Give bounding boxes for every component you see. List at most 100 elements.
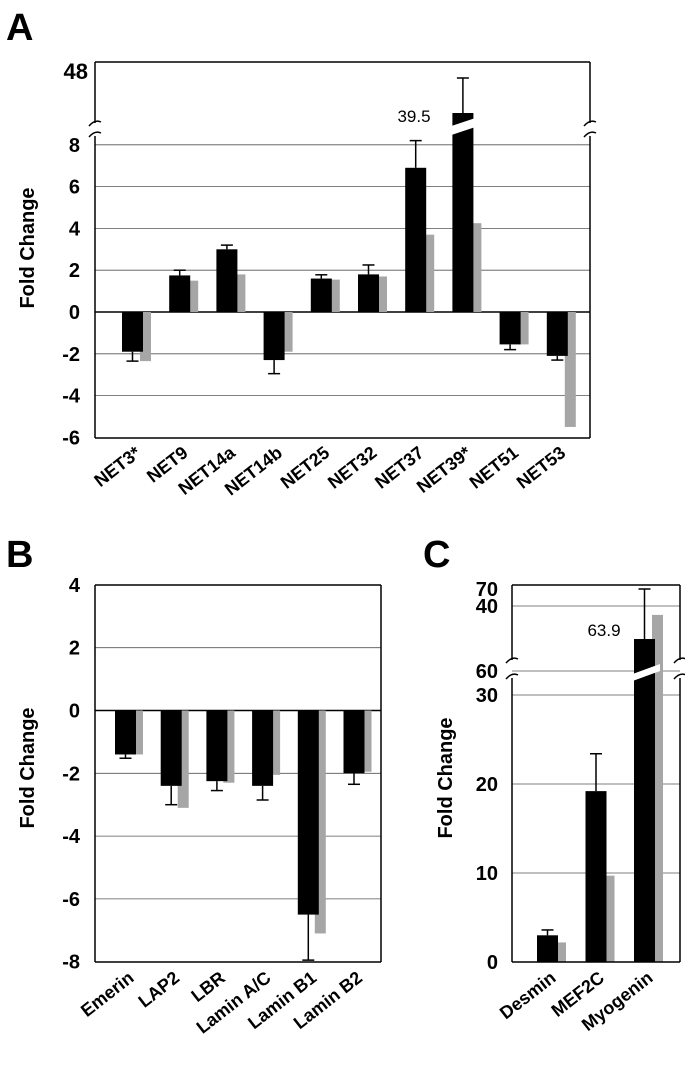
- bar-black: [206, 710, 228, 782]
- panel-a-ylabel: Fold Change: [17, 187, 39, 308]
- bar-gray: [177, 710, 189, 808]
- bar-black: [115, 710, 136, 755]
- ytick-label: 4: [69, 575, 81, 597]
- panel-a-annotation: 39.5: [397, 107, 430, 126]
- bar-gray: [314, 710, 326, 934]
- ytick-label: 40: [476, 596, 498, 618]
- ytick-label: 20: [476, 774, 498, 796]
- bar-gray: [328, 279, 340, 312]
- bar-gray: [517, 312, 529, 345]
- bar-gray: [360, 710, 372, 772]
- category-label: Emerin: [77, 967, 137, 1020]
- bar-gray: [555, 942, 566, 962]
- axis-break-mark-right-top: [583, 120, 597, 127]
- bar-black: [252, 710, 274, 786]
- category-label: LAP2: [135, 967, 184, 1011]
- panel-b-ylabel: Fold Change: [17, 707, 39, 828]
- ytick-label: 2: [69, 638, 80, 660]
- panel-c-annotation: 63.9: [587, 621, 620, 640]
- panel-b-letter: B: [6, 534, 33, 576]
- ytick-label: 8: [69, 135, 80, 157]
- panel-a-letter: A: [6, 7, 33, 49]
- ytick-label: -6: [62, 427, 80, 449]
- ytick-label: 0: [69, 302, 80, 324]
- panel-b-bars: [115, 710, 372, 961]
- ytick-label: -2: [62, 344, 80, 366]
- axis-break-mark-right-bottom: [583, 131, 597, 138]
- bar-gray: [140, 312, 151, 362]
- axis-break-mark-left-bottom: [505, 673, 519, 680]
- bar-black: [122, 312, 143, 352]
- panel-a-frame: [88, 61, 597, 439]
- bar-black: [297, 710, 319, 915]
- bar-gray: [564, 312, 576, 427]
- ytick-label: -4: [62, 386, 81, 408]
- axis-break-mark-right-top: [673, 657, 685, 664]
- bar-black: [546, 312, 568, 356]
- bar-black: [452, 113, 474, 312]
- bar-black: [169, 275, 191, 312]
- ytick-label: 2: [69, 260, 80, 282]
- category-label: NET25: [277, 442, 333, 492]
- bar-gray: [269, 710, 281, 775]
- ytick-label: -6: [62, 889, 80, 911]
- axis-break-mark-left-bottom: [88, 131, 102, 138]
- category-label: Desmin: [496, 967, 560, 1023]
- panel-a-ytick-labels: 8 6 4 2 0 -2 -4 -6 48: [62, 59, 88, 449]
- panel-c-ytick-labels: 70 60 40 30 20 10 0: [476, 579, 498, 974]
- ytick-label: 10: [476, 863, 498, 885]
- panel-b-ytick-labels: 4 2 0 -2 -4 -6 -8: [62, 575, 81, 974]
- bar-gray: [603, 875, 615, 962]
- bar-black: [358, 274, 379, 312]
- bar-gray: [281, 312, 293, 352]
- panel-a-bars: [122, 77, 576, 427]
- bar-break-gap: [448, 117, 479, 136]
- bar-gray: [187, 280, 199, 312]
- bar-black: [310, 278, 332, 312]
- category-label: NET53: [513, 442, 569, 492]
- ytick-label: 70: [476, 579, 498, 601]
- panel-c: C Fold Change 70 60 40 30 20 10 0 DesminMEF2CM…: [423, 534, 685, 1035]
- panel-b-gridlines: [95, 647, 381, 900]
- bar-gray: [234, 274, 246, 312]
- ytick-label: 48: [64, 59, 88, 84]
- bar-black: [216, 249, 238, 312]
- ytick-label: 6: [69, 177, 80, 199]
- axis-break-mark-left-top: [505, 657, 519, 664]
- panel-a-category-labels: NET3*NET9NET14aNET14bNET25NET32NET37NET3…: [90, 442, 569, 500]
- bar-gray: [223, 710, 235, 783]
- ytick-label: -2: [62, 763, 80, 785]
- ytick-label: 30: [476, 685, 498, 707]
- ytick-label: -4: [62, 826, 81, 848]
- panel-c-letter: C: [423, 534, 450, 576]
- bar-gray: [376, 276, 387, 312]
- bar-gray: [652, 614, 663, 962]
- ytick-label: 0: [69, 701, 80, 723]
- bar-gray: [470, 223, 482, 312]
- bar-black: [537, 935, 558, 962]
- bar-black: [634, 639, 655, 962]
- category-label: NET32: [324, 442, 380, 492]
- bar-black: [585, 791, 607, 962]
- panel-a: A Fold Change 8 6 4 2 0 -2 -4 -6 48 NET3*NET9NET…: [6, 7, 597, 500]
- bar-gray: [423, 234, 435, 312]
- ytick-label: 60: [476, 661, 498, 683]
- panel-b-frame: [94, 584, 382, 963]
- panel-c-frame: [505, 584, 685, 963]
- bar-black: [405, 167, 427, 312]
- ytick-label: 0: [487, 952, 498, 974]
- bar-black: [160, 710, 182, 786]
- bar-break-gap: [630, 664, 660, 682]
- ytick-label: 4: [69, 218, 81, 240]
- panel-c-ylabel: Fold Change: [435, 717, 457, 838]
- axis-break-mark-left-top: [88, 120, 102, 127]
- panel-a-gridlines: [95, 144, 590, 397]
- bar-black: [343, 710, 365, 774]
- bar-gray: [132, 710, 143, 755]
- bar-black: [263, 312, 285, 361]
- ytick-label: -8: [62, 952, 80, 974]
